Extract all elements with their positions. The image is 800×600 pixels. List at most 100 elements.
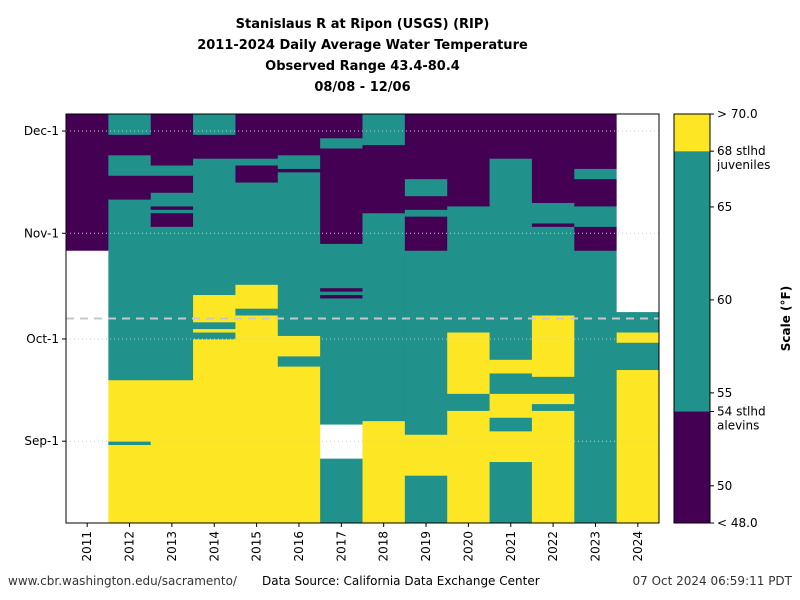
heatmap-cell (489, 373, 533, 394)
heatmap-cell (150, 212, 194, 227)
heatmap-cell (150, 206, 194, 210)
heatmap-cell (574, 178, 618, 207)
heatmap-cell (489, 158, 533, 360)
heatmap-cell (574, 250, 618, 524)
heatmap-cell (150, 192, 194, 207)
colorbar-max-label: > 70.0 (717, 107, 758, 121)
heatmap-cell (447, 206, 490, 333)
colorbar-frame (673, 113, 711, 524)
heatmap-cell (277, 168, 321, 173)
heatmap-cell (531, 114, 575, 204)
heatmap-cell (193, 134, 236, 159)
heatmap-cell (616, 114, 660, 313)
heatmap-cell (277, 355, 321, 367)
heatmap-cell (150, 226, 194, 381)
heatmap-cell (362, 212, 406, 422)
heatmap-cell (108, 114, 152, 135)
chart-title: Stanislaus R at Ripon (USGS) (RIP) 2011-… (66, 14, 659, 98)
footer-url: www.cbr.washington.edu/sacramento/ (8, 574, 237, 588)
heatmap-cell (616, 332, 660, 343)
heatmap-cell (574, 226, 618, 251)
y-tick-label: Nov-1 (24, 226, 59, 240)
heatmap-cell (320, 114, 363, 139)
heatmap-cell (404, 250, 448, 435)
y-tick-label: Oct-1 (26, 332, 59, 346)
heatmap-cell (447, 393, 490, 411)
x-tick-label: 2022 (546, 531, 560, 562)
heatmap-cell (108, 175, 152, 200)
heatmap-cell (489, 359, 533, 374)
title-line-2: 2011-2024 Daily Average Water Temperatur… (197, 38, 528, 53)
heatmap-cell (616, 342, 660, 371)
heatmap-cell (193, 328, 236, 333)
heatmap-cell (531, 410, 575, 524)
x-tick-label: 2011 (80, 531, 94, 562)
heatmap-cell (150, 175, 194, 193)
gridlines (66, 130, 659, 442)
heatmap-cell (235, 182, 279, 285)
heatmap-cell (108, 199, 152, 381)
heatmap-cell (277, 366, 321, 524)
x-tick-label: 2021 (504, 531, 518, 562)
x-tick-label: 2023 (588, 531, 602, 562)
y-tick-label: Sep-1 (24, 434, 59, 448)
heatmap-cell (108, 134, 152, 156)
x-tick-label: 2012 (123, 531, 137, 562)
heatmap-cell (193, 158, 236, 296)
colorbar-threshold-label: 68 stlhd (717, 144, 766, 158)
y-tick-label: Dec-1 (24, 124, 59, 138)
heatmap-cell (531, 226, 575, 316)
heatmap-cell (320, 243, 363, 289)
heatmap-cell (320, 148, 363, 244)
heatmap-cell (531, 403, 575, 411)
heatmap-cell (320, 424, 363, 459)
heatmap-cell (447, 410, 490, 524)
heatmap-cell (489, 114, 533, 159)
title-line-1: Stanislaus R at Ripon (USGS) (RIP) (235, 17, 490, 32)
heatmap-cell (447, 114, 490, 207)
colorbar-tick-label: 50 (717, 479, 732, 493)
heatmap-cell (404, 434, 448, 476)
heatmap-cell (277, 335, 321, 357)
heatmap-cell (362, 420, 406, 524)
colorbar-title: Scale (°F) (779, 286, 793, 351)
heatmap-cell (320, 294, 363, 299)
heatmap-cell (447, 332, 490, 394)
heatmap-cell (404, 114, 448, 180)
x-tick-label: 2016 (292, 531, 306, 562)
heatmap-cell (362, 114, 406, 146)
heatmap-cell (108, 441, 152, 446)
heatmap-cell (235, 114, 279, 159)
heatmap-cell (277, 171, 321, 336)
heatmap-cell (489, 430, 533, 463)
heatmap-cell (193, 321, 236, 330)
heatmap-cell (404, 195, 448, 210)
heatmap-cell (235, 284, 279, 309)
heatmap-cell (193, 294, 236, 323)
heatmap-cell (108, 379, 152, 442)
heatmap-cell (531, 202, 575, 224)
heatmap-cell (235, 165, 279, 183)
heatmap-cell (362, 144, 406, 214)
colorbar-threshold-label: alevins (717, 418, 759, 432)
colorbar-tick-label: 65 (717, 200, 732, 214)
footer-data-source: Data Source: California Data Exchange Ce… (262, 574, 540, 588)
heatmap-cell (277, 114, 321, 156)
heatmap-cell (193, 332, 236, 340)
x-axis: 2011 2012 2013 2014 2015 2016 2017 2018 2019 2020… (80, 523, 645, 562)
colorbar-tick-label: 60 (717, 293, 732, 307)
x-tick-label: 2015 (250, 531, 264, 562)
heatmap-cell (489, 461, 533, 524)
x-tick-label: 2014 (207, 531, 221, 562)
heatmap-cell (150, 379, 194, 524)
heatmap-cell (531, 393, 575, 405)
heatmap-cell (235, 308, 279, 316)
heatmap-cell (489, 393, 533, 418)
heatmap-cell (574, 114, 618, 169)
footer-timestamp: 07 Oct 2024 06:59:11 PDT (632, 574, 792, 588)
heatmap-cell (320, 458, 363, 524)
heatmap-cell (235, 158, 279, 166)
heatmap-cell (277, 154, 321, 169)
title-line-3: Observed Range 43.4-80.4 (265, 59, 460, 74)
